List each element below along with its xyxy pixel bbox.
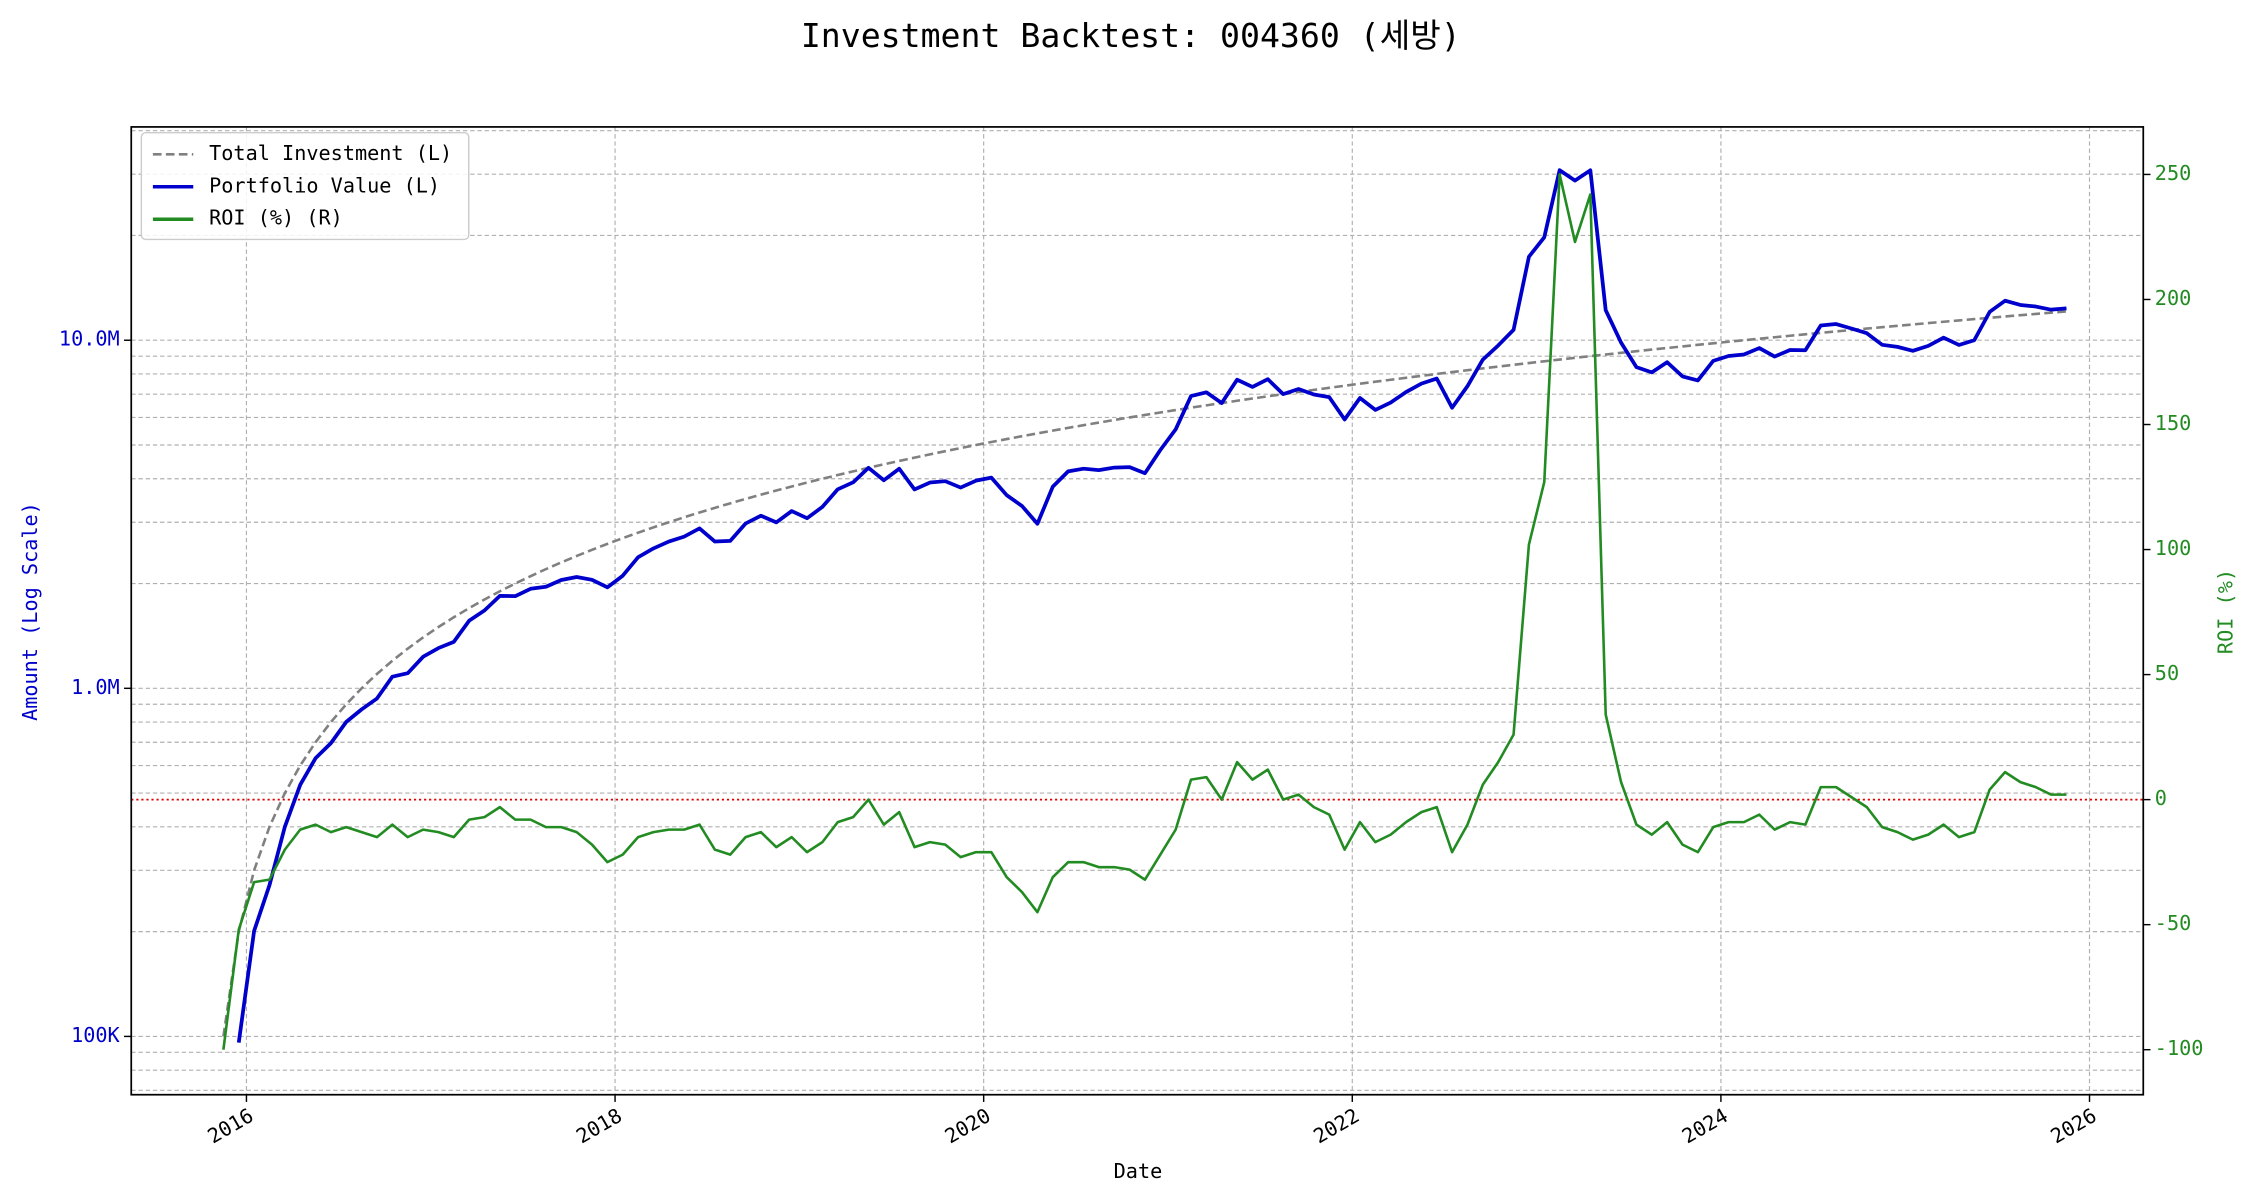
y2-tick-label: -100 bbox=[2155, 1036, 2204, 1060]
legend-label: ROI (%) (R) bbox=[209, 206, 343, 230]
plot-area bbox=[131, 168, 2144, 1050]
y2-axis-label: ROI (%) bbox=[2213, 569, 2237, 654]
y2-tick-label: -50 bbox=[2155, 911, 2191, 935]
y-tick-label: 10.0M bbox=[59, 327, 120, 351]
y2-tick-label: 250 bbox=[2155, 161, 2191, 185]
plot-frame bbox=[130, 126, 2145, 1096]
chart-title: Investment Backtest: 004360 (세방) bbox=[801, 16, 1461, 55]
x-tick-label: 2018 bbox=[572, 1103, 626, 1148]
legend-label: Portfolio Value (L) bbox=[209, 173, 440, 197]
legend-box bbox=[140, 131, 470, 241]
x-tick-label: 2022 bbox=[1309, 1103, 1363, 1148]
series-line bbox=[222, 173, 2067, 1050]
y2-tick-label: 100 bbox=[2155, 536, 2191, 560]
x-tick-label: 2024 bbox=[1678, 1103, 1732, 1148]
series-line bbox=[236, 168, 2067, 1043]
y2-tick-label: 200 bbox=[2155, 286, 2191, 310]
series-line bbox=[222, 310, 2067, 1037]
x-tick-label: 2016 bbox=[203, 1103, 257, 1148]
x-tick-label: 2026 bbox=[2046, 1103, 2100, 1148]
y2-tick-label: 50 bbox=[2155, 661, 2179, 685]
x-axis-label: Date bbox=[1114, 1159, 1163, 1183]
y2-tick-label: 150 bbox=[2155, 411, 2191, 435]
y-axis-label: Amount (Log Scale) bbox=[18, 502, 42, 721]
y-tick-label: 100K bbox=[71, 1023, 120, 1047]
y-tick-label: 1.0M bbox=[71, 675, 120, 699]
legend-label: Total Investment (L) bbox=[209, 141, 452, 165]
y2-tick-label: 0 bbox=[2155, 786, 2167, 810]
x-tick-label: 2020 bbox=[941, 1103, 995, 1148]
